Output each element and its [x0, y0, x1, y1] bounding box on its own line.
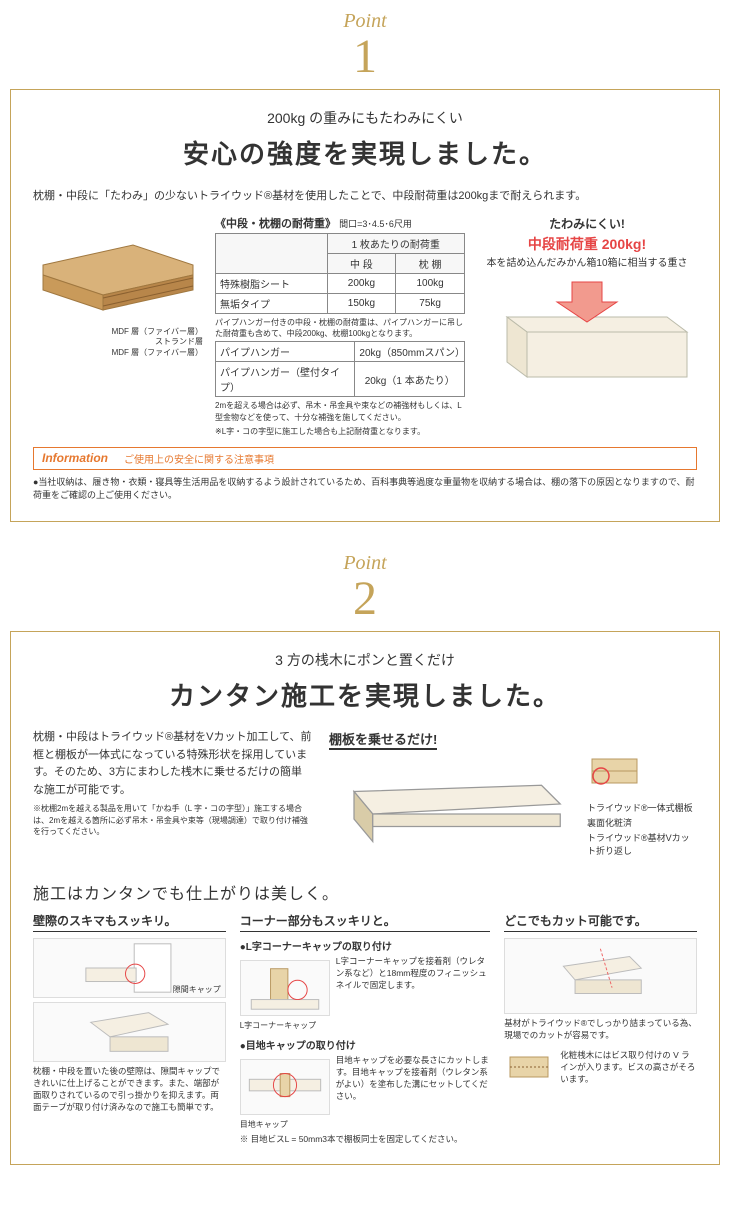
th-c2: 枕 棚: [396, 254, 465, 274]
col2-sub2: 目地キャップの取り付け: [240, 1037, 491, 1052]
r2v1: 150kg: [327, 294, 396, 314]
col2-sub1: L字コーナーキャップの取り付け: [240, 938, 491, 953]
table-note2b: ※L字・コの字型に施工した場合も上記耐荷重となります。: [215, 426, 465, 437]
th-c1: 中 段: [327, 254, 396, 274]
ri-note: 本を詰め込んだみかん箱10箱に相当する重さ: [477, 257, 697, 271]
point2-lead: 枕棚・中段はトライウッド®基材をVカット加工して、前框と棚板が一体式になっている…: [33, 729, 313, 799]
r2v2: 75kg: [396, 294, 465, 314]
point2-subhead: 3 方の桟木にポンと置くだけ: [33, 650, 697, 670]
point2-header: Point 2: [10, 552, 720, 623]
layer-label-1: MDF 層（ファイバー層）: [33, 327, 203, 337]
mcap-illus: [240, 1059, 330, 1115]
shelf-title: 棚板を乗せるだけ!: [329, 729, 437, 750]
layer-label-3: MDF 層（ファイバー層）: [33, 348, 203, 358]
p1-label: パイプハンガー: [216, 342, 355, 362]
col2-title: コーナー部分もスッキリと。: [240, 912, 491, 932]
col3-text2: 化粧桟木にはビス取り付けの V ラインが入ります。ビスの高さがそろいます。: [560, 1050, 697, 1086]
shelf-lbl-2: 裏面化粧済: [587, 816, 697, 829]
point1-number: 1: [10, 33, 720, 81]
col2-text1: L字コーナーキャップを接着剤（ウレタン系など）と18mm程度のフィニッシュネイル…: [336, 956, 491, 1031]
point1-header: Point 1: [10, 10, 720, 81]
m-label: 目地キャップ: [240, 1119, 330, 1130]
ri-top: たわみにくい!: [477, 215, 697, 232]
layer-diagram: MDF 層（ファイバー層） ストランド層 MDF 層（ファイバー層）: [33, 215, 203, 437]
col2-text2: 目地キャップを必要な長さにカットします。目地キャップを接着剤（ウレタン系がよい）…: [336, 1055, 491, 1130]
point2-number: 2: [10, 575, 720, 623]
shelf-lbl-1: トライウッド®一体式棚板: [587, 801, 697, 814]
gap-illus-2: [33, 1002, 226, 1062]
info-title: ご使用上の安全に関する注意事項: [116, 448, 282, 469]
point2-lead-note: ※枕棚2mを越える製品を用いて「かね手（L 字・コの字型）」施工する場合は、2m…: [33, 803, 313, 837]
shelf-load-icon: [477, 277, 697, 387]
col3-title: どこでもカット可能です。: [504, 912, 697, 932]
table-title-note: 間口=3･4.5･6尺用: [339, 219, 412, 229]
p2-label: パイプハンガー（壁付タイプ）: [216, 362, 355, 397]
vline-icon: [504, 1051, 554, 1085]
cut-illus: [504, 938, 697, 1014]
gap-label: 隙間キャップ: [173, 984, 221, 995]
table-note2a: 2mを超える場合は必ず、吊木・吊金具や束などの補強材もしくは、L 型金物などを使…: [215, 400, 465, 422]
point1-headline: 安心の強度を実現しました。: [33, 134, 697, 171]
l-label: L字コーナーキャップ: [240, 1020, 330, 1031]
p2v: 20kg（1 本あたり）: [355, 362, 465, 397]
r1-label: 特殊樹脂シート: [216, 274, 328, 294]
r1v1: 200kg: [327, 274, 396, 294]
ri-red: 中段耐荷重 200kg!: [477, 234, 697, 254]
layer-label-2: ストランド層: [33, 337, 203, 347]
point1-lead: 枕棚・中段に「たわみ」の少ないトライウッド®基材を使用したことで、中段耐荷重は2…: [33, 187, 697, 203]
col1-title: 壁際のスキマもスッキリ。: [33, 912, 226, 932]
lcap-illus: [240, 960, 330, 1016]
mid-head: 施工はカンタンでも仕上がりは美しく。: [33, 880, 697, 904]
point1-subhead: 200kg の重みにもたわみにくい: [33, 108, 697, 128]
col-corner: コーナー部分もスッキリと。 L字コーナーキャップの取り付け L字コーナーキャップ…: [240, 912, 491, 1146]
gap-illus-1: 隙間キャップ: [33, 938, 226, 998]
load-table-wrap: 《中段・枕棚の耐荷重》 間口=3･4.5･6尺用 1 枚あたりの耐荷重 中 段枕…: [215, 215, 465, 437]
load-table: 1 枚あたりの耐荷重 中 段枕 棚 特殊樹脂シート200kg100kg 無垢タイ…: [215, 233, 465, 314]
col2-foot: ※ 目地ビスL = 50mm3本で棚板同士を固定してください。: [240, 1134, 491, 1146]
point2-headline: カンタン施工を実現しました。: [33, 676, 697, 713]
point2-card: 3 方の桟木にポンと置くだけ カンタン施工を実現しました。 枕棚・中段はトライウ…: [10, 631, 720, 1165]
table-note1: パイプハンガー付きの中段・枕棚の耐荷重は、パイプハンガーに吊した耐荷重も含めて、…: [215, 317, 465, 339]
shelf-lbl-3: トライウッド®基材Vカット折り返し: [587, 831, 697, 857]
info-body: ●当社収納は、履き物・衣類・寝具等生活用品を収納するよう設計されているため、百科…: [33, 476, 697, 503]
shelf-diagram: 棚板を乗せるだけ! トライウッド®一体式棚: [329, 729, 697, 867]
info-label: Information: [34, 448, 116, 468]
point1-card: 200kg の重みにもたわみにくい 安心の強度を実現しました。 枕棚・中段に「た…: [10, 89, 720, 522]
col-cut: どこでもカット可能です。 基材がトライウッド®でしっかり詰まっている為、現場での…: [504, 912, 697, 1146]
th-top: 1 枚あたりの耐荷重: [327, 234, 464, 254]
p1v: 20kg（850mmスパン）: [355, 342, 465, 362]
pipe-table: パイプハンガー20kg（850mmスパン） パイプハンガー（壁付タイプ）20kg…: [215, 341, 465, 397]
col1-text: 枕棚・中段を置いた後の壁際は、隙間キャップできれいに仕上げることができます。また…: [33, 1066, 226, 1114]
col3-text1: 基材がトライウッド®でしっかり詰まっている為、現場でのカットが容易です。: [504, 1018, 697, 1042]
col-wall-gap: 壁際のスキマもスッキリ。 隙間キャップ 枕棚・中段を置いた後の壁際は、隙間キャッ…: [33, 912, 226, 1146]
r1v2: 100kg: [396, 274, 465, 294]
table-title: 《中段・枕棚の耐荷重》: [215, 218, 336, 230]
r2-label: 無垢タイプ: [216, 294, 328, 314]
info-bar: Information ご使用上の安全に関する注意事項: [33, 447, 697, 470]
right-illustration: たわみにくい! 中段耐荷重 200kg! 本を詰め込んだみかん箱10箱に相当する…: [477, 215, 697, 437]
